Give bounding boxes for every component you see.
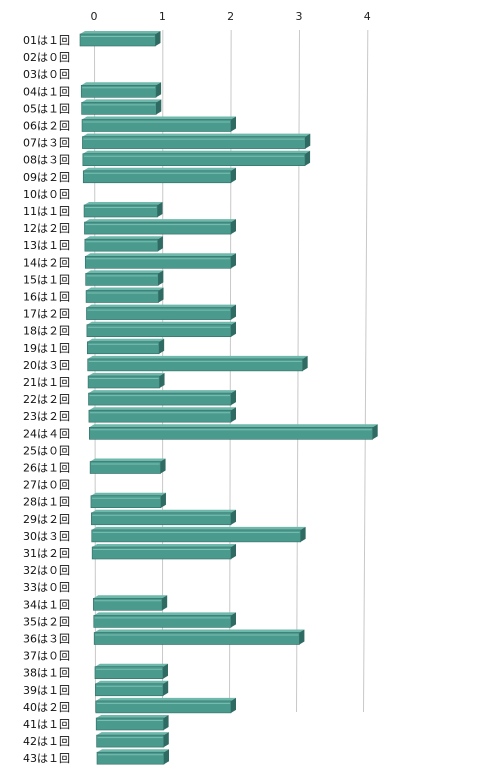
x-axis-ticks: 0 1 2 3 4 xyxy=(91,10,371,23)
category-label: 22は２回 xyxy=(23,393,70,406)
category-label: 18は２回 xyxy=(23,325,70,338)
bar xyxy=(96,749,169,765)
bar xyxy=(83,202,163,218)
bar xyxy=(95,715,169,731)
bar xyxy=(87,373,165,389)
category-label: 37は０回 xyxy=(23,650,70,663)
bar xyxy=(90,492,166,509)
bar xyxy=(86,304,236,320)
category-label: 25は０回 xyxy=(23,444,70,457)
bar xyxy=(95,680,169,697)
bar xyxy=(81,99,162,115)
bar xyxy=(94,663,168,680)
category-label: 20は３回 xyxy=(23,359,70,372)
category-label: 24は４回 xyxy=(23,427,70,440)
category-label: 02は０回 xyxy=(23,51,70,64)
category-label: 03は０回 xyxy=(23,68,70,81)
category-label: 32は０回 xyxy=(23,564,70,577)
bar xyxy=(86,321,236,338)
category-label: 06は２回 xyxy=(23,120,70,133)
category-label: 08は３回 xyxy=(23,154,70,167)
category-label: 36は３回 xyxy=(23,633,70,646)
bar xyxy=(88,407,237,423)
bar xyxy=(96,732,169,748)
category-label: 15は１回 xyxy=(23,273,70,286)
category-label: 29は２回 xyxy=(23,513,70,526)
bar xyxy=(91,509,236,526)
category-label: 40は２回 xyxy=(23,701,70,714)
gridline-4 xyxy=(363,29,369,713)
category-label: 17は２回 xyxy=(23,308,70,321)
category-label: 27は０回 xyxy=(23,479,70,492)
bar xyxy=(79,31,161,47)
x-tick-label-4: 4 xyxy=(364,10,371,23)
category-label: 13は１回 xyxy=(23,239,70,252)
category-label: 12は２回 xyxy=(23,222,70,235)
category-label: 01は１回 xyxy=(23,34,70,47)
bar xyxy=(95,697,237,714)
category-label: 31は２回 xyxy=(23,547,70,560)
bar xyxy=(93,595,168,611)
bar xyxy=(93,612,236,628)
category-label: 21は１回 xyxy=(23,376,70,389)
category-label: 41は１回 xyxy=(23,718,70,731)
x-tick-label-2: 2 xyxy=(227,10,234,23)
bar xyxy=(93,629,305,645)
bar xyxy=(84,253,236,269)
category-label: 28は１回 xyxy=(23,496,70,509)
category-label: 30は３回 xyxy=(23,530,70,543)
category-label: 07は３回 xyxy=(23,137,70,150)
category-label: 35は２回 xyxy=(23,615,70,628)
category-label: 42は１回 xyxy=(23,735,70,748)
bar xyxy=(85,270,164,286)
bar xyxy=(84,219,236,235)
category-label: 16は１回 xyxy=(23,291,70,304)
category-label: 04は１回 xyxy=(23,85,70,98)
category-label: 39は１回 xyxy=(23,684,70,697)
category-label: 19は１回 xyxy=(23,342,70,355)
x-tick-label-1: 1 xyxy=(159,10,166,23)
category-label: 43は１回 xyxy=(23,752,70,765)
category-label: 34は１回 xyxy=(23,598,70,611)
category-label: 05は１回 xyxy=(23,102,70,115)
bar xyxy=(87,355,308,372)
category-label: 38は１回 xyxy=(23,667,70,680)
category-label: 26は１回 xyxy=(23,462,70,475)
bar xyxy=(89,424,378,440)
bar xyxy=(82,133,311,149)
x-tick-label-0: 0 xyxy=(91,10,98,23)
bar xyxy=(81,116,237,132)
bar xyxy=(89,458,166,474)
bar xyxy=(91,544,237,560)
bar xyxy=(82,167,236,184)
category-label: 09は２回 xyxy=(23,171,70,184)
bar xyxy=(80,82,162,98)
bar xyxy=(86,338,165,355)
category-label: 33は０回 xyxy=(23,581,70,594)
category-label: 10は０回 xyxy=(23,188,70,201)
category-labels: 01は１回 02は０回 03は０回 04は１回 05は１回 06は２回 07は３回 08は３回… xyxy=(23,34,70,765)
bar xyxy=(91,526,306,543)
bar xyxy=(84,236,163,252)
category-label: 11は１回 xyxy=(23,205,70,218)
bar xyxy=(85,287,164,303)
category-label: 23は２回 xyxy=(23,410,70,423)
x-tick-label-3: 3 xyxy=(295,10,302,23)
category-label: 14は２回 xyxy=(23,256,70,269)
bar xyxy=(88,390,236,406)
bar xyxy=(82,150,311,166)
bars xyxy=(79,31,378,765)
